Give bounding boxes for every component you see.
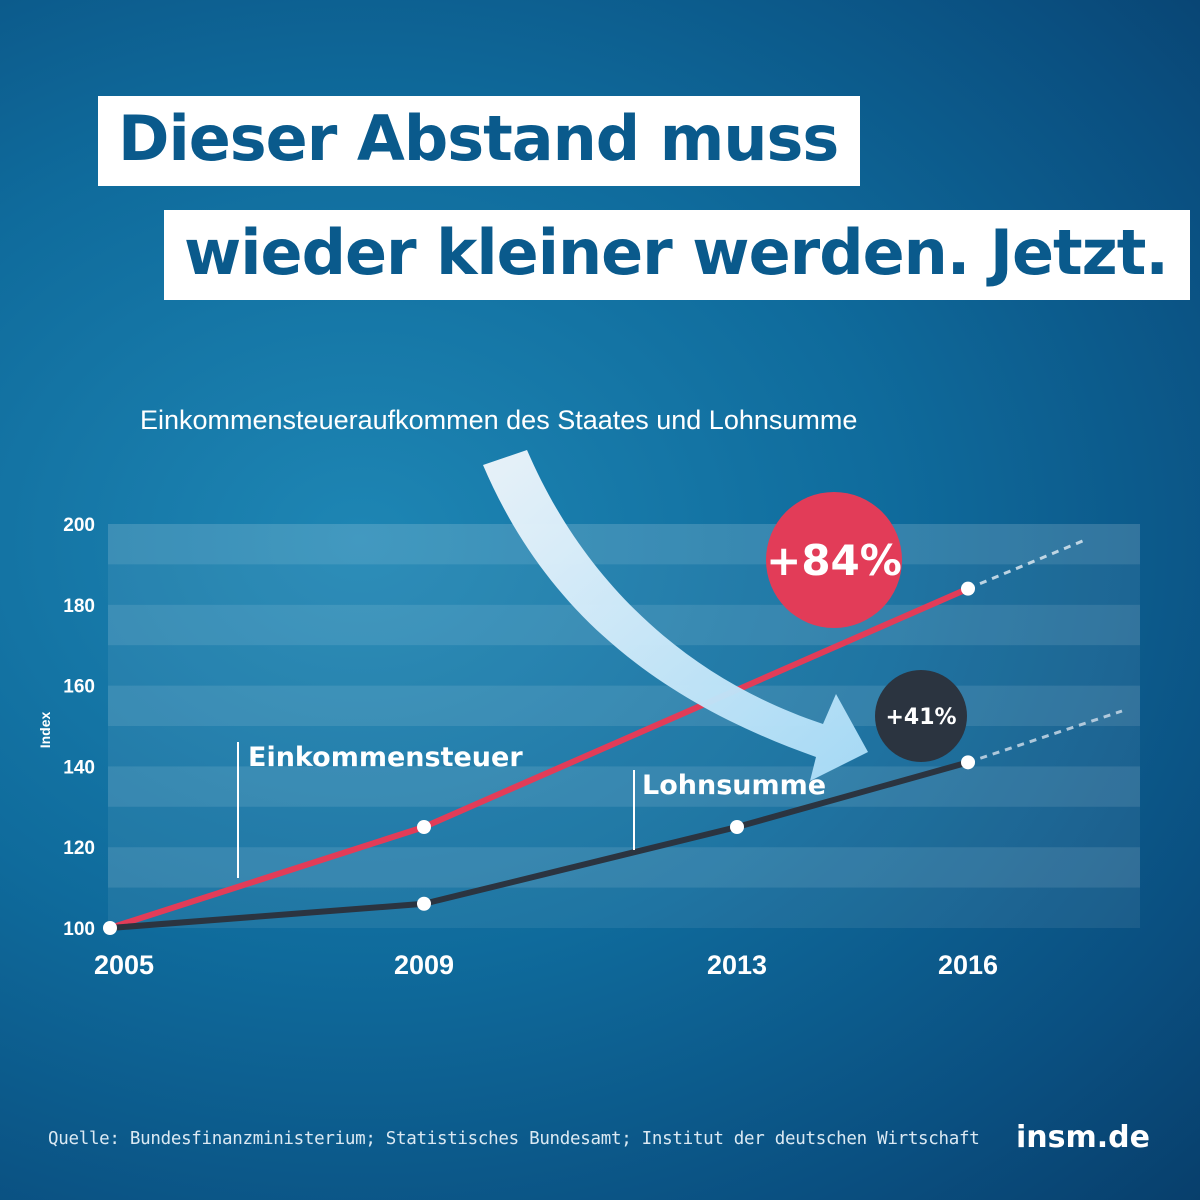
series-label: Lohnsumme bbox=[642, 770, 826, 801]
change-badge-label: +41% bbox=[885, 705, 956, 730]
y-axis-ticks: 100 120 140 160 180 200 bbox=[63, 515, 95, 940]
y-tick-label: 140 bbox=[63, 757, 95, 778]
change-badge bbox=[875, 670, 967, 762]
y-tick-label: 160 bbox=[63, 677, 95, 698]
headline-line-1: Dieser Abstand muss bbox=[98, 96, 861, 186]
data-point bbox=[103, 921, 117, 935]
series-annotations: Einkommensteuer Lohnsumme bbox=[237, 742, 826, 878]
grid-band bbox=[108, 685, 1140, 726]
series-line bbox=[107, 759, 971, 931]
y-tick-label: 180 bbox=[63, 596, 95, 617]
source-note: Quelle: Bundesfinanzministerium; Statist… bbox=[48, 1129, 980, 1149]
data-point bbox=[417, 896, 431, 911]
chart-title: Einkommensteueraufkommen des Staates und… bbox=[140, 405, 858, 435]
data-points bbox=[103, 581, 975, 935]
grid-band bbox=[108, 887, 1140, 928]
trend-dash-line bbox=[967, 709, 1123, 764]
headline-line-2: wieder kleiner werden. Jetzt. bbox=[164, 210, 1190, 300]
y-tick-label: 200 bbox=[63, 515, 95, 536]
x-tick-label: 2009 bbox=[394, 950, 454, 980]
series-label: Einkommensteuer bbox=[248, 742, 523, 773]
data-point bbox=[961, 581, 975, 596]
curved-arrow-icon bbox=[483, 450, 868, 781]
grid-band bbox=[108, 806, 1140, 848]
data-point bbox=[730, 820, 744, 834]
y-tick-label: 120 bbox=[63, 838, 95, 859]
trend-dash-line bbox=[967, 538, 1086, 591]
y-axis-label: Index bbox=[37, 712, 53, 749]
x-axis-ticks: 2005 2009 2013 2016 bbox=[94, 950, 998, 980]
grid-band bbox=[108, 766, 1140, 807]
x-tick-label: 2016 bbox=[938, 950, 998, 980]
change-badges: +84% +41% bbox=[766, 492, 967, 762]
data-point bbox=[961, 755, 975, 770]
grid-band bbox=[108, 524, 1140, 565]
x-tick-label: 2013 bbox=[707, 950, 767, 980]
x-tick-label: 2005 bbox=[94, 950, 154, 980]
change-badge-label: +84% bbox=[766, 536, 902, 585]
change-badge bbox=[766, 492, 902, 628]
brand-logo: insm.de bbox=[1016, 1120, 1150, 1155]
y-tick-label: 100 bbox=[63, 919, 95, 940]
grid-bands bbox=[108, 524, 1140, 928]
data-point bbox=[417, 820, 431, 834]
